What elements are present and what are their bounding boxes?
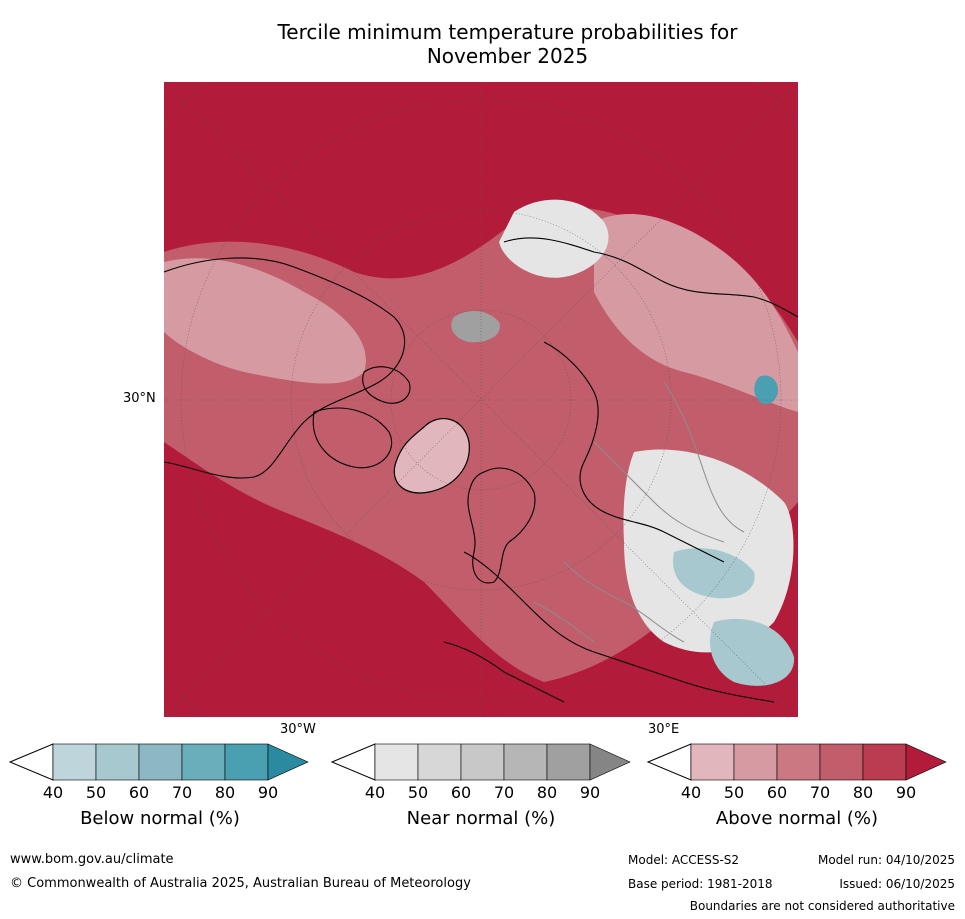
website-link[interactable]: www.bom.gov.au/climate [10,852,174,867]
tick-label: 60 [450,783,472,802]
model-run-date: Model run: 04/10/2025 [817,853,955,867]
colorbar-above-normal [646,743,947,781]
country-borders [533,381,745,643]
above-swatch-90 [905,743,947,781]
tick-label: 50 [407,783,429,802]
lat-label-30n: 30°N [123,391,156,406]
above-normal-light-region-na [164,258,366,384]
tick-label: 80 [214,783,236,802]
above-normal-light-region-ne [594,213,798,412]
tick-label: 50 [85,783,107,802]
probability-map [164,82,798,717]
tick-label: 70 [809,783,831,802]
issued-date: Issued: 06/10/2025 [839,877,955,891]
boundaries-disclaimer: Boundaries are not considered authoritat… [689,899,955,913]
tick-label: 40 [680,783,702,802]
title-line-2: November 2025 [426,44,589,68]
near-swatch-80 [546,743,591,781]
near-swatch-90 [589,743,631,781]
coastlines [164,237,798,703]
base-period: Base period: 1981-2018 [628,877,773,891]
near-swatch-60 [460,743,505,781]
below-swatch-50 [95,743,140,781]
tick-label: 90 [579,783,601,802]
below-swatch-70 [181,743,226,781]
tick-label: 90 [895,783,917,802]
near-normal-arctic-grey [451,310,500,343]
below-swatch-40 [52,743,97,781]
tick-label: 70 [171,783,193,802]
graticule [164,82,798,717]
colorbar-above-label: Above normal (%) [715,808,879,829]
above-swatch-50 [733,743,778,781]
below-swatch-60 [138,743,183,781]
tick-label: 60 [766,783,788,802]
colorbar-below-label: Below normal (%) [80,808,240,829]
near-normal-siberia [499,199,609,278]
tick-label: 50 [723,783,745,802]
below-normal-small-patch [754,375,779,405]
tick-label: 40 [42,783,64,802]
model-name: Model: ACCESS-S2 [628,853,740,867]
above-swatch-80 [862,743,907,781]
below-swatch-80 [224,743,269,781]
map-title: Tercile minimum temperature probabilitie… [0,20,965,68]
tick-label: 40 [364,783,386,802]
colorbar-near-normal [330,743,631,781]
below-normal-east-asia [710,618,795,686]
above-swatch-40 [690,743,735,781]
near-swatch-70 [503,743,548,781]
near-swatch-50 [417,743,462,781]
above-swatch-70 [819,743,864,781]
above-swatch-60 [776,743,821,781]
below-normal-central-asia [673,548,755,599]
near-swatch-40 [374,743,419,781]
copyright-text: © Commonwealth of Australia 2025, Austra… [10,876,471,891]
title-line-1: Tercile minimum temperature probabilitie… [277,20,738,44]
map-graphic [164,82,798,717]
tick-label: 80 [852,783,874,802]
tick-label: 60 [128,783,150,802]
greenland-region [393,418,470,494]
colorbar-near-label: Near normal (%) [406,808,556,829]
below-swatch-90 [267,743,309,781]
lon-label-30e: 30°E [648,722,680,737]
tick-label: 90 [257,783,279,802]
lon-label-30w: 30°W [280,722,316,737]
tick-label: 80 [536,783,558,802]
tick-label: 70 [493,783,515,802]
colorbar-below-normal [8,743,309,781]
